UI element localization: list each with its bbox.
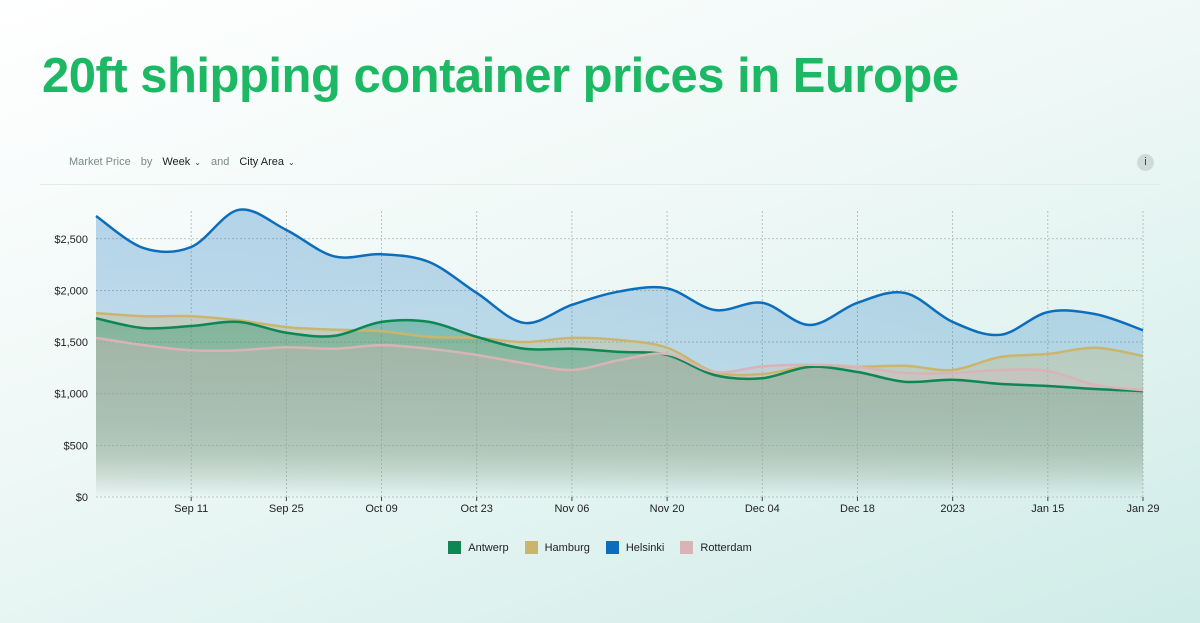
- metric-label: Market Price: [69, 156, 131, 168]
- x-tick-label: Nov 20: [650, 503, 685, 515]
- y-tick-label: $500: [64, 440, 88, 452]
- x-tick-label: Jan 29: [1126, 503, 1159, 515]
- legend-item-hamburg[interactable]: Hamburg: [524, 541, 590, 554]
- period-value: Week: [162, 156, 191, 168]
- line-antwerp[interactable]: [95, 317, 1144, 393]
- legend-label: Helsinki: [625, 541, 665, 554]
- y-tick-label: $1,500: [54, 337, 88, 349]
- group-dropdown[interactable]: City Area ⌄: [239, 156, 294, 168]
- y-tick-label: $0: [76, 492, 88, 504]
- page-title: 20ft shipping container prices in Europe: [42, 49, 959, 103]
- legend-item-helsinki[interactable]: Helsinki: [605, 541, 665, 554]
- chart-controls: Market Price by Week ⌄ and City Area ⌄: [69, 156, 305, 168]
- x-tick-label: Sep 25: [269, 503, 304, 515]
- period-dropdown[interactable]: Week ⌄: [162, 156, 201, 168]
- legend: Antwerp Hamburg Helsinki Rotterdam: [0, 541, 1200, 554]
- and-label: and: [211, 156, 230, 168]
- group-value: City Area: [239, 156, 284, 168]
- legend-label: Rotterdam: [700, 541, 752, 554]
- legend-swatch: [605, 541, 619, 554]
- x-tick-label: Dec 04: [745, 503, 780, 515]
- line-helsinki[interactable]: [95, 208, 1144, 337]
- line-hamburg[interactable]: [95, 311, 1144, 377]
- line-rotterdam[interactable]: [95, 336, 1144, 392]
- divider: [40, 184, 1160, 185]
- chevron-down-icon: ⌄: [288, 158, 295, 167]
- legend-swatch: [448, 541, 462, 554]
- y-tick-label: $2,500: [54, 234, 88, 246]
- legend-item-antwerp[interactable]: Antwerp: [448, 541, 509, 554]
- by-label: by: [140, 156, 153, 168]
- x-tick-label: Dec 18: [840, 503, 875, 515]
- legend-label: Antwerp: [468, 541, 509, 554]
- y-tick-label: $2,000: [54, 285, 88, 297]
- info-icon[interactable]: i: [1137, 154, 1154, 171]
- legend-swatch: [680, 541, 694, 554]
- y-tick-label: $1,000: [54, 389, 88, 401]
- legend-item-rotterdam[interactable]: Rotterdam: [680, 541, 752, 554]
- x-tick-label: Sep 11: [174, 503, 208, 515]
- x-tick-label: 2023: [940, 503, 964, 515]
- legend-swatch: [524, 541, 538, 554]
- x-tick-label: Nov 06: [554, 503, 589, 515]
- x-tick-label: Oct 09: [365, 503, 397, 515]
- chevron-down-icon: ⌄: [194, 158, 201, 167]
- legend-label: Hamburg: [544, 541, 590, 554]
- x-tick-label: Jan 15: [1031, 503, 1064, 515]
- x-tick-label: Oct 23: [461, 503, 493, 515]
